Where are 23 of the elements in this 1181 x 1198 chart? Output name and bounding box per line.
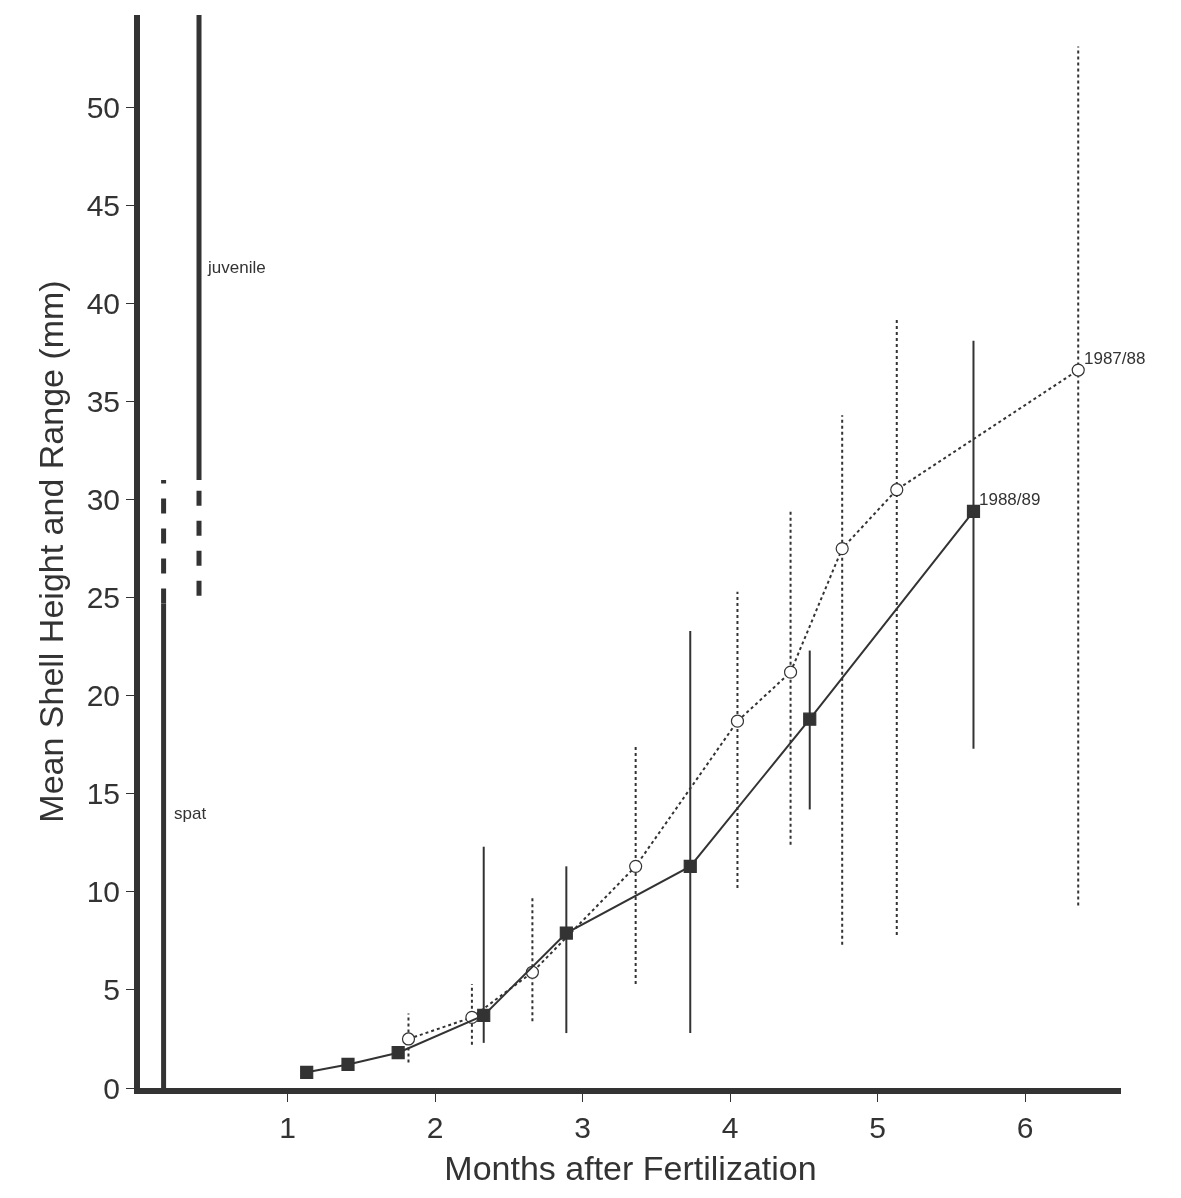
y-tick-label: 45 <box>86 188 120 222</box>
x-axis-title: Months after Fertilization <box>444 1148 817 1187</box>
y-tick-label: 0 <box>103 1071 120 1105</box>
x-tick-label: 3 <box>574 1111 591 1144</box>
annotation: spat <box>174 804 207 823</box>
y-tick-label: 10 <box>86 875 120 909</box>
y-tick-label: 40 <box>86 286 120 320</box>
x-tick-label: 6 <box>1016 1111 1034 1144</box>
series-label: 1988/89 <box>979 490 1041 509</box>
y-tick-label: 35 <box>86 384 120 418</box>
x-tick-label: 5 <box>869 1111 886 1144</box>
series-label: 1987/88 <box>1084 349 1146 368</box>
y-tick-label: 15 <box>86 777 120 811</box>
y-tick-label: 50 <box>86 90 120 124</box>
x-tick-label: 1 <box>279 1111 296 1144</box>
y-tick-label: 30 <box>86 483 120 517</box>
y-tick-label: 25 <box>86 581 120 615</box>
y-tick-label: 5 <box>103 973 120 1007</box>
x-tick-label: 2 <box>426 1111 444 1144</box>
annotation: juvenile <box>207 258 266 277</box>
y-tick-label: 20 <box>86 679 120 713</box>
y-axis-title: Mean Shell Height and Range (mm) <box>31 280 70 823</box>
x-tick-label: 4 <box>721 1111 739 1144</box>
